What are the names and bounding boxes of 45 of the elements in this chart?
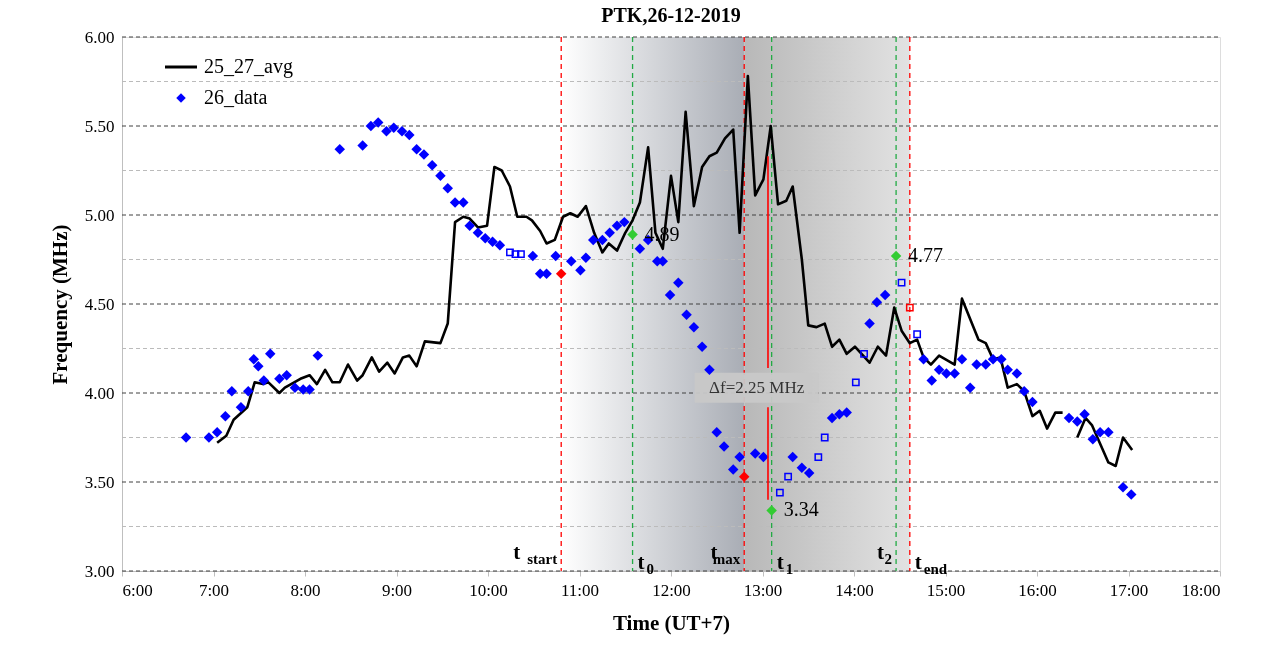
y-tick-label: 5.00	[84, 205, 115, 225]
x-tick-label: 13:00	[743, 580, 783, 600]
point	[784, 472, 793, 481]
y-tick-label: 6.00	[84, 27, 115, 47]
point	[511, 250, 520, 259]
x-tick-label: 10:00	[469, 580, 508, 600]
x-tick-label: 7:00	[198, 580, 230, 600]
x-tick-label: 17:00	[1109, 580, 1149, 600]
x-axis-title: Time (UT+7)	[612, 610, 731, 635]
x-tick-label: 18:00	[1181, 580, 1221, 600]
point	[851, 378, 860, 387]
point	[766, 505, 777, 516]
x-tick-label: 14:00	[835, 580, 874, 600]
point	[905, 303, 914, 312]
y-axis-title: Frequency (MHz)	[47, 224, 72, 385]
x-tick-label: 12:00	[652, 580, 691, 600]
x-tick-label: 9:00	[381, 580, 413, 600]
annotation: 3.34	[783, 498, 819, 521]
point	[897, 278, 906, 287]
x-tick-label: 8:00	[290, 580, 321, 600]
y-tick-label: 3.00	[84, 561, 115, 581]
y-tick-label: 3.50	[84, 472, 115, 492]
point	[555, 268, 567, 279]
y-tick-label: 4.50	[84, 294, 115, 314]
x-tick-label: 6:00	[122, 580, 153, 600]
x-tick-label: 15:00	[926, 580, 966, 600]
point	[913, 330, 922, 339]
point	[890, 250, 902, 262]
chart-title: PTK,26-12-2019	[601, 4, 741, 26]
point	[506, 248, 514, 257]
legend-label: 26_data	[204, 86, 268, 108]
x-tick-label: 11:00	[560, 580, 600, 600]
point	[860, 349, 868, 358]
point	[517, 250, 525, 259]
point	[775, 488, 784, 497]
point	[820, 433, 829, 442]
y-tick-label: 4.00	[84, 383, 115, 403]
x-tick-label: 16:00	[1018, 580, 1057, 600]
point	[814, 453, 823, 461]
legend-label: 25_27_avg	[204, 55, 293, 78]
annotation: 4.77	[908, 243, 944, 266]
point	[738, 471, 750, 482]
y-tick-label: 5.50	[84, 116, 115, 136]
annotation: Δf=2.25 MHz	[709, 377, 805, 397]
point	[627, 229, 638, 240]
